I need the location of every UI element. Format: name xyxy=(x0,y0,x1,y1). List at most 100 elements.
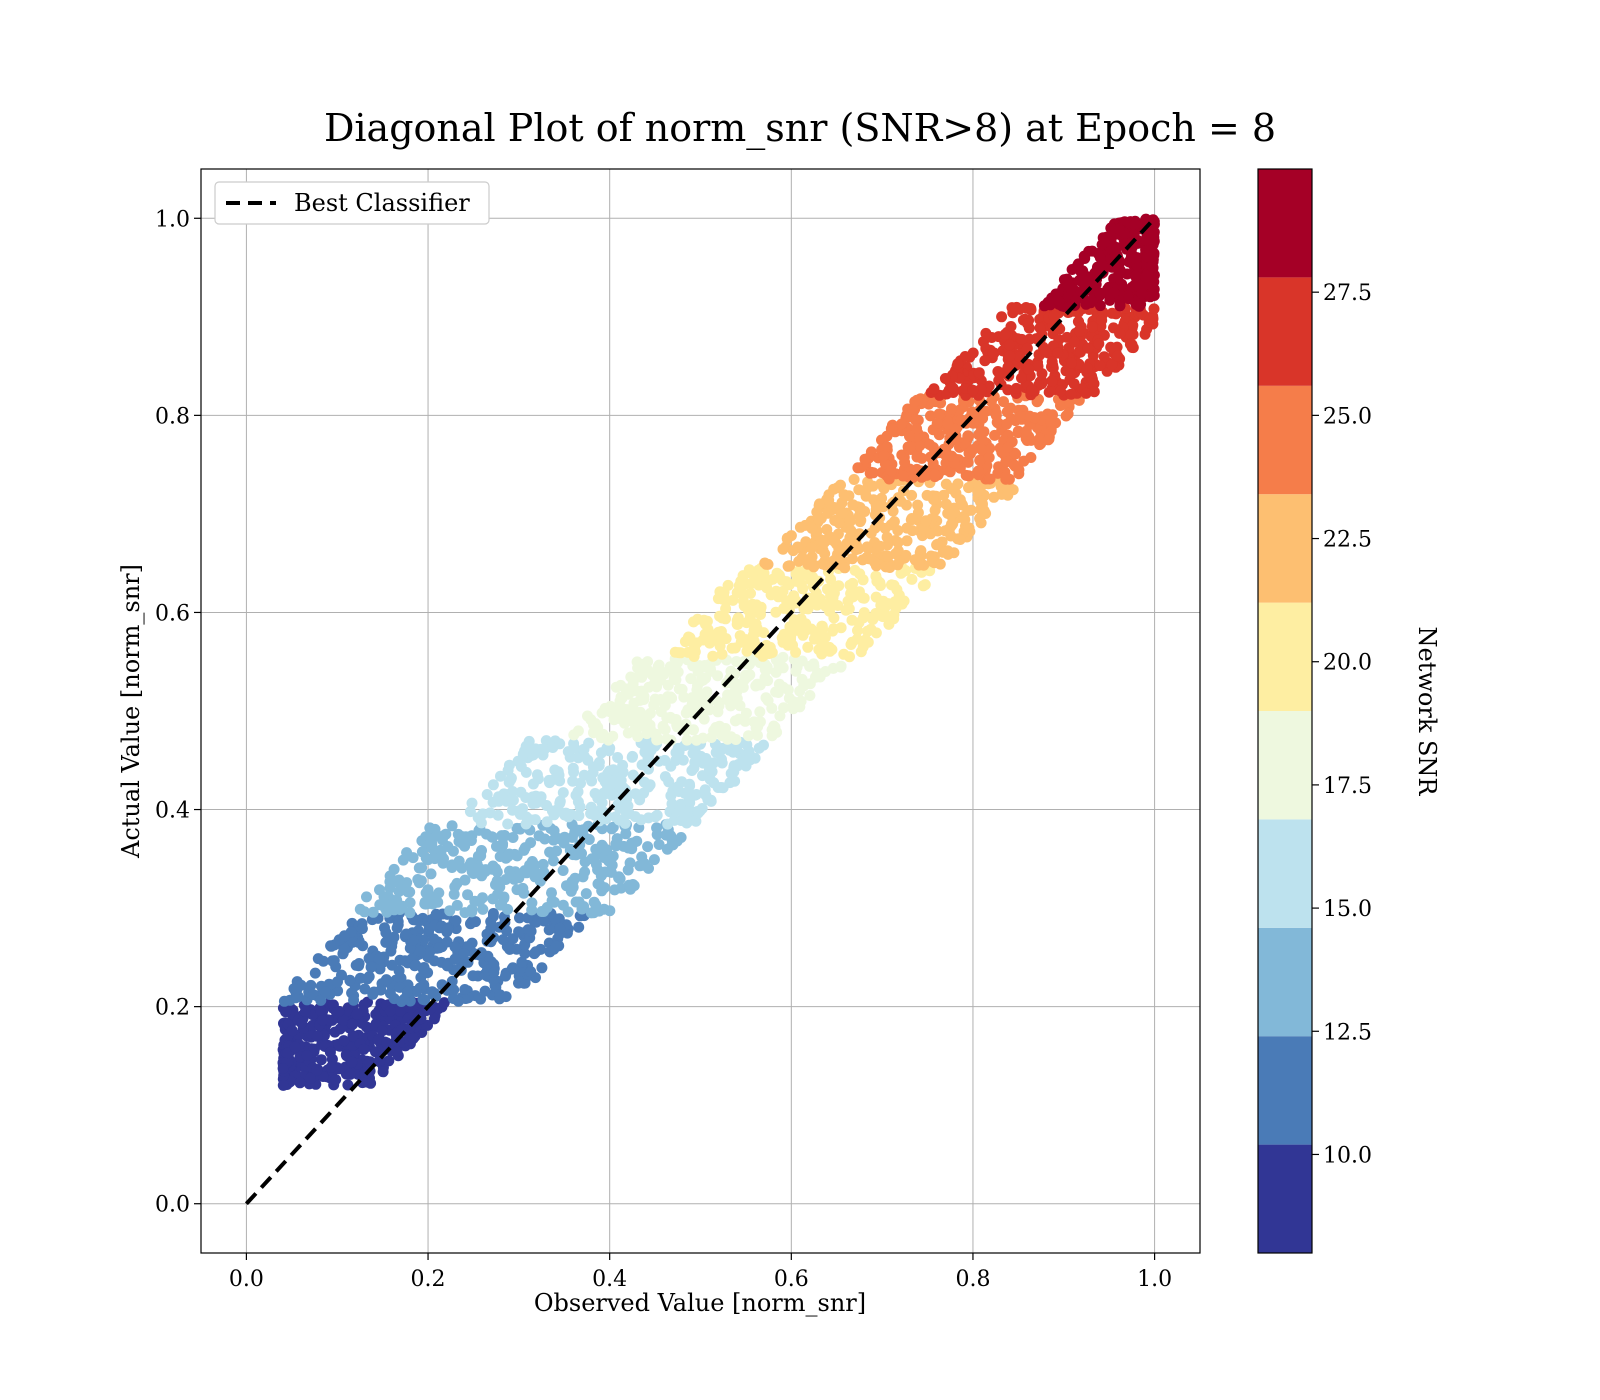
scatter-point xyxy=(524,859,536,871)
scatter-point xyxy=(372,1034,384,1046)
scatter-point xyxy=(975,383,987,395)
scatter-point xyxy=(477,808,489,820)
scatter-point xyxy=(764,641,776,653)
scatter-point xyxy=(701,686,713,698)
scatter-point xyxy=(816,620,828,632)
scatter-point xyxy=(627,769,639,781)
scatter-point xyxy=(795,695,807,707)
scatter-point xyxy=(1062,408,1074,420)
scatter-point xyxy=(1034,432,1046,444)
scatter-point xyxy=(802,641,814,653)
scatter-point xyxy=(672,657,683,669)
scatter-point xyxy=(380,974,392,986)
scatter-point xyxy=(1085,273,1096,285)
legend-box xyxy=(214,181,490,225)
scatter-point xyxy=(559,831,571,843)
scatter-point xyxy=(442,923,454,935)
scatter-point xyxy=(416,862,428,874)
y-tick-label: 0.2 xyxy=(155,996,190,1021)
scatter-point xyxy=(875,580,886,591)
scatter-point xyxy=(894,555,906,567)
scatter-point xyxy=(311,1064,323,1076)
scatter-point xyxy=(604,905,616,917)
scatter-point xyxy=(696,672,708,684)
scatter-point xyxy=(436,834,448,846)
colorbar-frame xyxy=(1257,168,1313,1254)
scatter-point xyxy=(959,351,971,362)
scatter-point xyxy=(662,818,674,830)
scatter-point xyxy=(700,789,712,801)
scatter-point xyxy=(721,742,733,753)
scatter-point xyxy=(641,728,653,740)
scatter-point xyxy=(517,803,529,815)
scatter-point xyxy=(999,328,1011,340)
scatter-point xyxy=(845,525,857,537)
scatter-point xyxy=(315,1004,326,1016)
scatter-point xyxy=(541,816,553,828)
scatter-point xyxy=(500,991,512,1003)
scatter-point xyxy=(1074,325,1086,337)
scatter-point xyxy=(870,608,882,619)
scatter-point xyxy=(547,742,559,753)
scatter-point xyxy=(309,967,321,979)
scatter-point xyxy=(1052,347,1064,359)
scatter-point xyxy=(340,1049,352,1061)
scatter-point xyxy=(777,543,789,555)
scatter-point xyxy=(551,845,562,857)
scatter-point xyxy=(983,452,995,463)
scatter-point xyxy=(487,779,499,791)
scatter-point xyxy=(672,781,684,793)
scatter-point xyxy=(692,806,703,817)
scatter-point xyxy=(901,535,913,547)
scatter-point xyxy=(686,692,698,704)
scatter-point xyxy=(634,706,646,718)
scatter-point xyxy=(725,665,737,677)
scatter-point xyxy=(731,686,743,698)
scatter-point xyxy=(575,777,586,789)
scatter-point xyxy=(289,1041,301,1053)
scatter-point xyxy=(393,965,405,977)
scatter-point xyxy=(411,914,423,926)
scatter-point xyxy=(614,783,626,795)
scatter-point xyxy=(745,587,756,599)
scatter-point xyxy=(1128,229,1140,241)
scatter-point xyxy=(790,568,802,580)
scatter-point xyxy=(917,580,929,592)
scatter-point xyxy=(739,673,751,685)
scatter-point xyxy=(513,926,525,938)
scatter-point xyxy=(365,961,377,973)
scatter-point xyxy=(859,506,871,517)
scatter-point xyxy=(972,486,984,498)
scatter-point xyxy=(579,856,591,868)
scatter-point xyxy=(446,820,458,832)
scatter-point xyxy=(1129,219,1140,231)
scatter-point xyxy=(947,484,959,495)
scatter-point xyxy=(978,426,990,438)
scatter-point xyxy=(666,712,677,724)
scatter-point xyxy=(1094,287,1106,299)
scatter-point xyxy=(481,789,493,800)
scatter-point xyxy=(684,633,696,645)
scatter-point xyxy=(651,731,663,743)
scatter-point xyxy=(998,396,1009,408)
scatter-point xyxy=(1148,290,1160,301)
scatter-point xyxy=(449,941,461,953)
scatter-point xyxy=(946,403,957,415)
colorbar-tick-label: 17.5 xyxy=(1323,774,1372,799)
scatter-point xyxy=(628,725,640,736)
scatter-point xyxy=(367,906,379,918)
scatter-point xyxy=(528,948,540,960)
scatter-point xyxy=(821,524,833,535)
scatter-point xyxy=(1112,350,1123,362)
scatter-point xyxy=(813,513,825,525)
scatter-point xyxy=(359,906,370,918)
x-tick-label: 1.0 xyxy=(1137,1267,1172,1292)
colorbar-band xyxy=(1258,1144,1312,1253)
scatter-point xyxy=(743,730,754,742)
scatter-point xyxy=(1010,303,1022,315)
scatter-point xyxy=(1094,360,1106,372)
scatter-point xyxy=(1148,303,1160,315)
scatter-point xyxy=(543,774,555,786)
scatter-point xyxy=(703,764,715,776)
scatter-point xyxy=(1065,283,1077,295)
